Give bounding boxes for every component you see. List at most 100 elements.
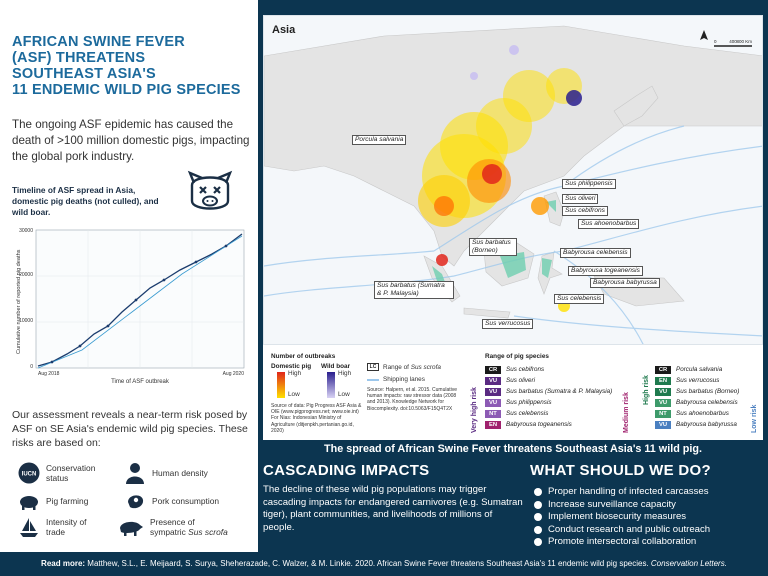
species-name: Sus oliveri <box>506 377 536 384</box>
iucn-code-badge: CR <box>655 365 671 374</box>
bullet-icon <box>534 500 542 509</box>
factor-pork: Pork consumption <box>124 490 219 512</box>
species-name: Sus barbatus (Sumatra & P. Malaysia) <box>506 388 613 395</box>
species-row: VU Babyrousa babyrussa <box>655 420 737 429</box>
label-babyrousa-celebensis: Babyrousa celebensis <box>560 248 631 258</box>
domestic-low: Low <box>288 391 300 398</box>
label-verrucosus: Sus verrucosus <box>482 319 534 329</box>
mini-ytick-1: 10000 <box>19 318 33 324</box>
mini-fit-line <box>37 235 243 369</box>
todo-item: Conduct research and public outreach <box>534 524 710 537</box>
factor-human-density-label: Human density <box>152 468 208 478</box>
species-name: Porcula salvania <box>676 366 723 373</box>
mini-ylabel: Cumulative number of reported pig deaths <box>16 249 22 354</box>
factor-conservation: IUCN Conservation status <box>18 462 102 484</box>
legend-range-sus-species: Sus scrofa <box>410 364 441 371</box>
title-line-4: 11 ENDEMIC WILD PIG SPECIES <box>12 82 241 98</box>
label-babyrousa-babyrussa: Babyrousa babyrussa <box>590 278 660 288</box>
iucn-code-badge: VU <box>655 420 671 429</box>
iucn-code-badge: VU <box>485 387 501 396</box>
read-more-citation: Matthew, S.L., E. Meijaard, S. Surya, Sh… <box>87 559 649 568</box>
bullet-icon <box>534 488 542 497</box>
factor-trade-label: Intensity of trade <box>46 517 87 537</box>
mini-xlabel: Time of ASF outbreak <box>111 379 170 385</box>
read-more-label: Read more: <box>41 559 86 568</box>
compass-icon <box>700 30 708 40</box>
scale-end: 800 Km <box>736 39 752 44</box>
todo-heading: WHAT SHOULD WE DO? <box>530 462 711 479</box>
cascade-text: The decline of these wild pig population… <box>263 484 523 533</box>
factor-trade: Intensity of trade <box>18 516 94 538</box>
left-panel: AFRICAN SWINE FEVER (ASF) THREATENS SOUT… <box>0 0 258 552</box>
wild-gradient <box>327 372 335 398</box>
title-line-3: SOUTHEAST ASIA'S <box>12 66 156 82</box>
iucn-code-badge: EN <box>655 376 671 385</box>
species-name: Sus verrucosus <box>676 377 720 384</box>
todo-item-label: Implement biosecurity measures <box>548 511 687 522</box>
pig-icon <box>20 496 38 510</box>
species-row: VU Sus barbatus (Sumatra & P. Malaysia) <box>485 387 612 396</box>
species-row: EN Sus verrucosus <box>655 376 719 385</box>
iucn-code-badge: CR <box>485 365 501 374</box>
todo-item: Proper handling of infected carcasses <box>534 486 710 499</box>
label-oliveri: Sus oliveri <box>562 194 599 204</box>
todo-list: Proper handling of infected carcasses In… <box>534 486 710 549</box>
domestic-high: High <box>288 370 302 377</box>
label-barbatus-borneo: Sus barbatus (Borneo) <box>469 238 517 256</box>
read-more-journal: Conservation Letters. <box>650 559 727 568</box>
land-japan <box>613 85 659 127</box>
iucn-code-badge: VU <box>655 387 671 396</box>
species-row: VU Babyrousa celebensis <box>655 398 738 407</box>
shipping-swatch <box>367 379 379 381</box>
mini-xtick-1: Aug 2020 <box>223 371 245 377</box>
asf-map: 0 400 800 Km Asia Porcula salvania Sus p… <box>263 15 763 345</box>
label-babyrousa-togeanensis: Babyrousa togeanensis <box>568 266 643 276</box>
intro-text: The ongoing ASF epidemic has caused the … <box>12 118 250 163</box>
legend-outbreaks-title: Number of outbreaks <box>271 353 336 360</box>
medium-risk-label: Medium risk <box>623 392 630 433</box>
species-row: NT Sus ahoenobarbus <box>655 409 729 418</box>
species-row: NT Sus celebensis <box>485 409 548 418</box>
factor-pig-farming: Pig farming <box>18 490 88 512</box>
species-row: VU Sus barbatus (Borneo) <box>655 387 739 396</box>
species-name: Babyrousa togeanensis <box>506 421 572 428</box>
factor-human-density: Human density <box>124 462 208 484</box>
label-porcula: Porcula salvania <box>352 135 407 145</box>
title-line-1: AFRICAN SWINE FEVER <box>12 34 185 50</box>
todo-item: Promote intersectoral collaboration <box>534 536 710 549</box>
legend-range-title: Range of pig species <box>485 353 549 360</box>
wild-low: Low <box>338 391 350 398</box>
species-row: VU Sus oliveri <box>485 376 535 385</box>
factor-conservation-label: Conservation status <box>46 463 96 483</box>
map-canvas: 0 400 800 Km <box>264 16 762 344</box>
species-name: Sus barbatus (Borneo) <box>676 388 740 395</box>
todo-item-label: Proper handling of infected carcasses <box>548 486 709 497</box>
todo-item-label: Conduct research and public outreach <box>548 523 711 535</box>
wild-boar-icon <box>120 521 143 536</box>
land-java <box>463 307 511 319</box>
very-high-risk-label: Very high risk <box>471 387 478 433</box>
factor-pork-label: Pork consumption <box>152 496 220 506</box>
factor-pig-farming-label: Pig farming <box>46 496 89 506</box>
species-row: EN Babyrousa togeanensis <box>485 420 572 429</box>
poster-title: AFRICAN SWINE FEVER (ASF) THREATENS SOUT… <box>12 34 252 98</box>
legend-range-sus: Range of Sus scrofa <box>383 364 441 372</box>
title-line-2: (ASF) THREATENS <box>12 50 146 66</box>
species-name: Sus celebensis <box>506 410 549 417</box>
factor-sympatric-species: Sus scrofa <box>188 527 228 537</box>
mini-ytick-3: 30000 <box>19 228 33 234</box>
iucn-code-badge: NT <box>655 409 671 418</box>
iucn-icon: IUCN <box>18 462 40 484</box>
lc-box: LC <box>367 363 379 371</box>
map-legend: Number of outbreaks Domestic pig High Lo… <box>263 345 763 440</box>
wild-high: High <box>338 370 352 377</box>
timeline-title: Timeline of ASF spread in Asia, domestic… <box>12 185 159 217</box>
bullet-icon <box>534 513 542 522</box>
low-risk-label: Low risk <box>751 404 758 433</box>
cascade-heading: CASCADING IMPACTS <box>263 462 430 479</box>
map-title: Asia <box>272 24 296 36</box>
label-philippensis: Sus philippensis <box>562 179 616 189</box>
iucn-code-badge: VU <box>485 398 501 407</box>
mini-xtick-0: Aug 2018 <box>38 371 60 377</box>
factor-sympatric-prefix: Presence of sympatric <box>150 517 195 537</box>
